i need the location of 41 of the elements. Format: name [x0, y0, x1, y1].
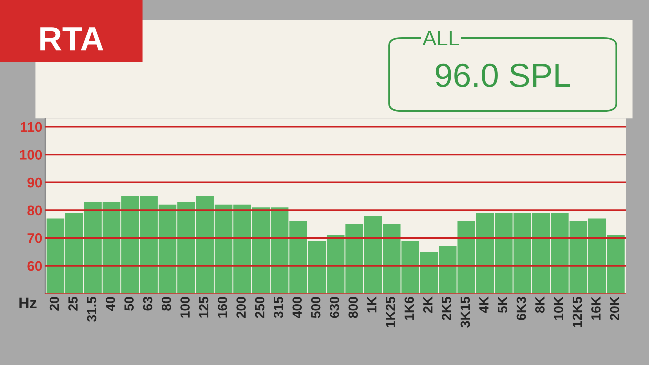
x-tick-label: 8K	[536, 296, 545, 314]
text: ALL	[422, 31, 460, 46]
y-tick-label: 80	[28, 206, 42, 216]
chart-title: RTA	[40, 28, 104, 51]
x-tick-label: 315	[274, 296, 284, 318]
x-tick-label: 12K5	[572, 296, 582, 328]
x-tick-label: 2K5	[442, 296, 452, 320]
x-tick-label: 1K6	[404, 297, 414, 320]
y-tick-label: 100	[20, 150, 42, 160]
x-tick-label: 31.5	[87, 296, 97, 322]
x-tick-label: 63	[143, 297, 153, 311]
x-tick-label: 1K25	[386, 296, 396, 328]
x-tick-label: 6K3	[516, 297, 526, 320]
x-tick-label: 125	[199, 296, 209, 318]
x-tick-label: 80	[162, 297, 172, 311]
x-tick-label: 16K	[592, 296, 601, 320]
x-tick-label: 40	[106, 297, 116, 312]
x-tick-label: 20K	[610, 296, 620, 320]
x-tick-label: 100	[180, 297, 190, 318]
x-tick-label: 160	[218, 297, 228, 318]
x-tick-label: 2K	[423, 296, 433, 314]
x-tick-label: 800	[348, 297, 358, 318]
x-tick-label: 5K	[498, 296, 508, 314]
y-tick-label: 110	[21, 122, 42, 132]
x-tick-label: 50	[124, 297, 134, 311]
y-tick-label: 60	[28, 261, 42, 272]
x-tick-label: 500	[311, 297, 321, 318]
y-tick-label: 70	[28, 234, 42, 244]
x-tick-label: 1K	[368, 296, 377, 313]
x-tick-label: 25	[68, 296, 78, 311]
x-tick-label: 10K	[554, 296, 564, 320]
x-tick-label: 4K	[480, 296, 489, 314]
x-tick-label: 400	[292, 297, 302, 318]
x-tick-label: 3K15	[460, 296, 470, 328]
x-tick-label: 630	[330, 297, 340, 318]
x-tick-label: 250	[255, 297, 265, 318]
y-tick-label: 90	[28, 178, 42, 188]
x-tick-label: 20	[50, 297, 60, 311]
x-tick-label: 200	[236, 297, 246, 318]
text: 96.0 SPL	[436, 64, 570, 88]
x-axis-title: Hz	[20, 298, 37, 308]
